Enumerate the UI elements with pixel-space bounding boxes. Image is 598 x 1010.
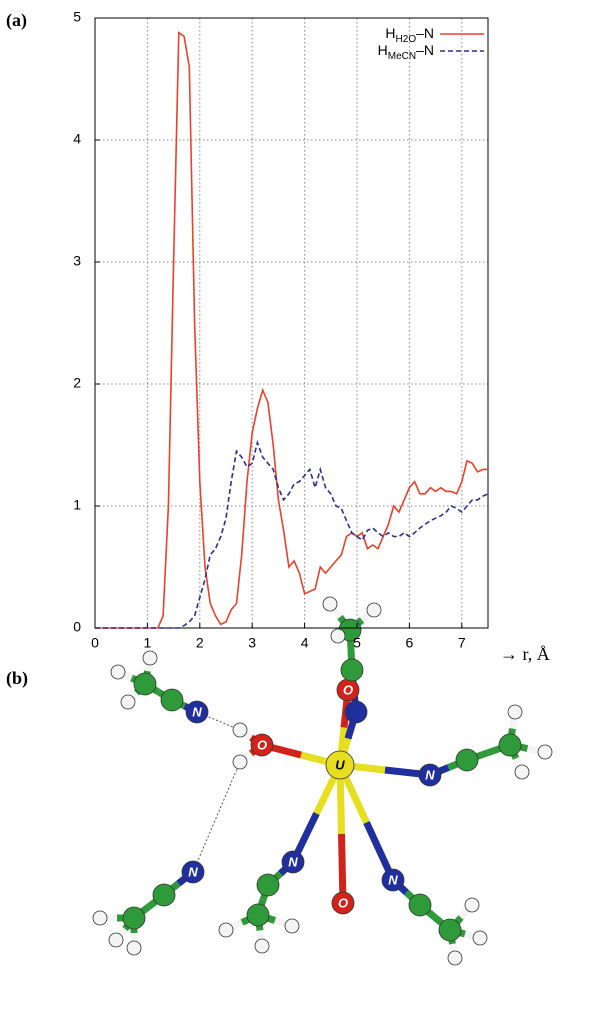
panel-label: (a) [6, 10, 27, 31]
atom [408, 893, 432, 917]
x-tick-label: 6 [406, 635, 414, 651]
atom [92, 910, 108, 926]
x-tick-label: 0 [91, 635, 99, 651]
legend-text: MeCN [388, 51, 416, 62]
x-axis-label: → r, Å [500, 644, 550, 664]
atom [455, 748, 479, 772]
atom [142, 650, 158, 666]
atom [325, 750, 355, 780]
atom [181, 860, 205, 884]
atom-label: N [288, 854, 298, 869]
atom [418, 763, 442, 787]
atom [122, 906, 146, 930]
hydrogen-bond [192, 761, 241, 873]
atom [110, 664, 126, 680]
atom-label: N [425, 767, 435, 782]
atom [152, 883, 176, 907]
x-tick-label: 7 [458, 635, 466, 651]
atom-label: N [192, 704, 202, 719]
panel-label: (b) [6, 668, 28, 689]
y-tick-label: 3 [73, 253, 81, 269]
atom [133, 672, 157, 696]
atom [160, 688, 184, 712]
x-tick-label: 4 [301, 635, 309, 651]
atom [232, 722, 248, 738]
plot-frame [94, 17, 489, 629]
atom [537, 744, 553, 760]
atom [322, 596, 338, 612]
atom [381, 868, 405, 892]
legend-text: –N [416, 42, 434, 58]
atom-label: U [335, 757, 345, 772]
x-tick-label: 5 [353, 635, 361, 651]
y-tick-label: 2 [73, 375, 81, 391]
data-line [95, 31, 488, 629]
legend-label: HMeCN–N [378, 42, 434, 62]
atom [514, 764, 530, 780]
atom [120, 694, 136, 710]
data-line [95, 439, 489, 629]
atom [507, 704, 523, 720]
atom [284, 918, 300, 934]
atom [281, 850, 305, 874]
legend-text: H [385, 25, 395, 41]
atom [331, 891, 355, 915]
atom [246, 903, 270, 927]
atom [330, 628, 346, 644]
atom [108, 932, 124, 948]
y-tick-label: 0 [73, 619, 81, 635]
legend-text: H2O [396, 34, 417, 45]
y-tick-label: 4 [73, 131, 81, 147]
atom [340, 658, 364, 682]
atom [218, 922, 234, 938]
atom [438, 918, 462, 942]
atom [464, 897, 480, 913]
atom [126, 940, 142, 956]
atom [254, 938, 270, 954]
molecule: N O O U N N O N N [92, 596, 553, 966]
legend-text: H [378, 42, 388, 58]
atom-label: N [188, 864, 198, 879]
atom-label: O [257, 737, 267, 752]
atom [498, 733, 522, 757]
atom [185, 700, 209, 724]
atom [232, 754, 248, 770]
bond [338, 833, 347, 904]
atom [344, 700, 368, 724]
x-tick-label: 2 [196, 635, 204, 651]
atom [250, 733, 274, 757]
legend-label: HH2O–N [385, 25, 434, 45]
x-tick-label: 3 [248, 635, 256, 651]
atom-label: O [343, 682, 353, 697]
y-tick-label: 1 [73, 497, 81, 513]
y-tick-label: 5 [73, 9, 81, 25]
atom-label: O [338, 895, 348, 910]
atom [447, 950, 463, 966]
x-tick-label: 1 [144, 635, 152, 651]
atom [256, 873, 280, 897]
atom [472, 930, 488, 946]
atom [366, 602, 382, 618]
legend-text: –N [416, 25, 434, 41]
atom-label: N [388, 872, 398, 887]
